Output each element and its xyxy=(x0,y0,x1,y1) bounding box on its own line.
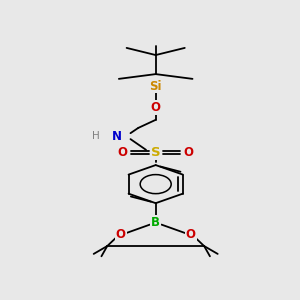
Text: N: N xyxy=(112,130,122,142)
Text: O: O xyxy=(151,101,161,114)
Text: O: O xyxy=(118,146,128,159)
Text: H: H xyxy=(91,131,100,141)
Text: O: O xyxy=(186,228,196,242)
Text: B: B xyxy=(151,216,160,230)
Text: O: O xyxy=(184,146,194,159)
Text: S: S xyxy=(151,146,160,159)
Text: Si: Si xyxy=(149,80,162,92)
Text: H: H xyxy=(92,131,100,141)
Text: O: O xyxy=(116,228,126,242)
